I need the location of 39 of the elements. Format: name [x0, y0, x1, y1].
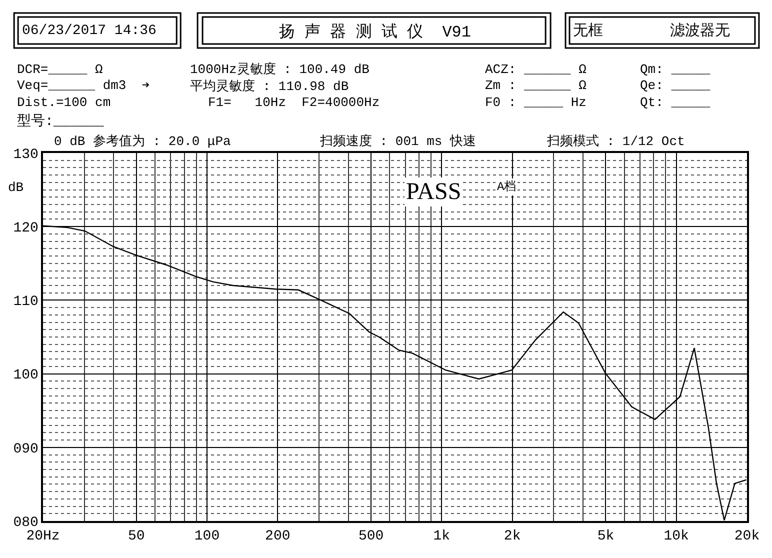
- x-tick-label: 5k: [597, 528, 614, 545]
- text: Veq=______ dm3 ➔: [17, 78, 150, 93]
- text: 平均灵敏度 : 110.98 dB: [190, 78, 349, 94]
- text: Qm: _____: [640, 62, 710, 77]
- text: 扫频模式 : 1/12 Oct: [546, 134, 685, 149]
- text: F1= 10Hz F2=40000Hz: [208, 95, 380, 110]
- text: 0 dB 参考值为 : 20.0 μPa: [54, 134, 232, 149]
- text: ACZ: ______ Ω: [485, 62, 587, 77]
- chart-title: 扬 声 器 测 试 仪 V91: [278, 22, 472, 42]
- text: 06/23/2017 14:36: [22, 23, 156, 39]
- y-tick-label: 130: [13, 146, 38, 163]
- text: Zm : ______ Ω: [485, 78, 587, 93]
- annotation: PASS: [406, 179, 462, 205]
- x-tick-label: 50: [128, 528, 145, 545]
- y-tick-label: 090: [13, 441, 38, 458]
- x-tick-label: 20Hz: [26, 528, 60, 545]
- annotation: A档: [497, 180, 516, 194]
- text: DCR=_____ Ω: [17, 62, 104, 77]
- text: 滤波器无: [670, 22, 730, 40]
- y-tick-label: 080: [13, 514, 38, 531]
- y-axis-title: dB: [8, 180, 24, 195]
- text: Qt: _____: [640, 95, 710, 110]
- x-tick-label: 1k: [433, 528, 450, 545]
- text: 扫频速度 : 001 ms 快速: [319, 133, 476, 149]
- y-tick-label: 110: [13, 294, 38, 310]
- y-tick-label: 100: [13, 368, 38, 384]
- x-tick-label: 500: [358, 528, 384, 545]
- text: 1000Hz灵敏度 : 100.49 dB: [190, 61, 370, 77]
- text: Dist.=100 cm: [17, 95, 111, 110]
- x-tick-label: 100: [194, 528, 220, 545]
- x-tick-label: 20k: [734, 528, 760, 545]
- text: 型号:______: [17, 113, 104, 130]
- x-tick-label: 200: [265, 528, 290, 545]
- text: Qe: _____: [640, 78, 710, 93]
- x-tick-label: 10k: [664, 528, 689, 545]
- x-tick-label: 2k: [504, 528, 521, 545]
- text: 无框: [573, 22, 603, 40]
- text: F0 : _____ Hz: [485, 95, 586, 110]
- y-tick-label: 120: [13, 220, 38, 236]
